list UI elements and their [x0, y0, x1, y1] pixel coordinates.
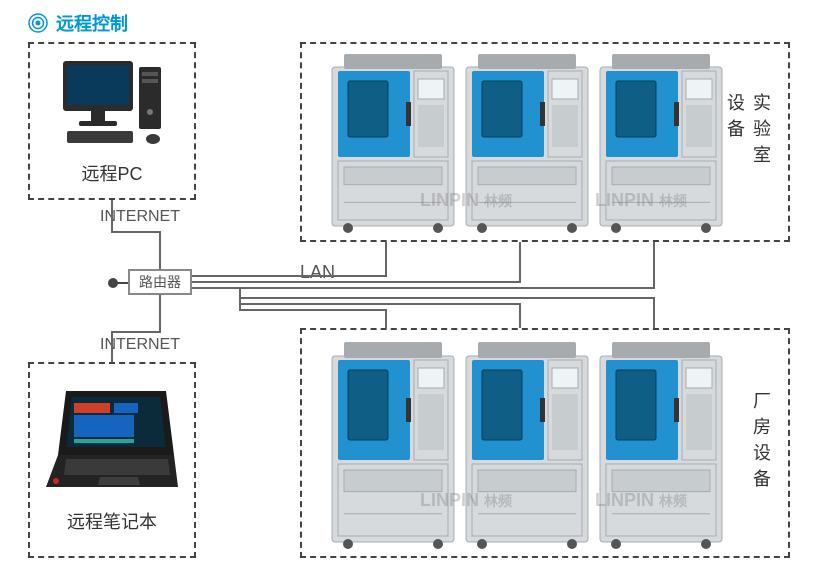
test-chamber	[464, 342, 590, 550]
remote-laptop-label: 远程笔记本	[67, 508, 157, 534]
remote-pc-label: 远程PC	[81, 160, 142, 186]
internet-label-top: INTERNET	[100, 208, 180, 226]
lab-equipment-box: 实验室设备	[300, 42, 790, 242]
factory-equipment-box: 厂房设备	[300, 328, 790, 558]
internet-label-bottom: INTERNET	[100, 336, 180, 354]
target-icon	[28, 13, 48, 33]
factory-equipment-label: 厂房设备	[748, 391, 774, 495]
remote-pc-box: 远程PC	[28, 42, 196, 200]
test-chamber	[330, 54, 456, 234]
diagram-title: 远程控制	[56, 10, 128, 36]
desktop-pc-icon	[57, 57, 167, 154]
router-box: 路由器	[128, 269, 192, 295]
remote-laptop-box: 远程笔记本	[28, 362, 196, 558]
test-chamber	[464, 54, 590, 234]
router-label: 路由器	[139, 272, 181, 292]
lan-label: LAN	[300, 262, 335, 283]
test-chamber	[330, 342, 456, 550]
lab-equipment-label: 实验室设备	[722, 93, 774, 191]
test-chamber	[598, 54, 724, 234]
test-chamber	[598, 342, 724, 550]
laptop-icon	[42, 387, 182, 502]
diagram-title-row: 远程控制	[28, 10, 128, 36]
